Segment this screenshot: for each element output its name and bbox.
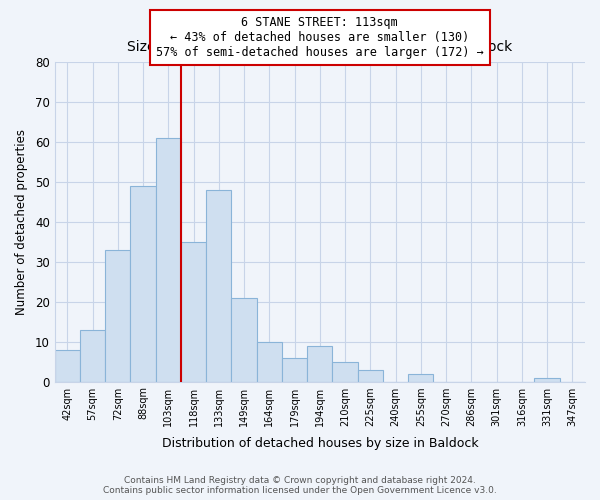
X-axis label: Distribution of detached houses by size in Baldock: Distribution of detached houses by size …: [161, 437, 478, 450]
Bar: [55, 350, 80, 382]
Bar: [282, 358, 307, 382]
Bar: [206, 190, 232, 382]
Bar: [332, 362, 358, 382]
Title: 6, STANE STREET, BALDOCK, SG7 6TS
Size of property relative to detached houses i: 6, STANE STREET, BALDOCK, SG7 6TS Size o…: [127, 24, 512, 54]
Bar: [105, 250, 130, 382]
Bar: [181, 242, 206, 382]
Text: 6 STANE STREET: 113sqm
← 43% of detached houses are smaller (130)
57% of semi-de: 6 STANE STREET: 113sqm ← 43% of detached…: [156, 16, 484, 58]
Y-axis label: Number of detached properties: Number of detached properties: [15, 128, 28, 314]
Bar: [80, 330, 105, 382]
Bar: [307, 346, 332, 382]
Text: Contains HM Land Registry data © Crown copyright and database right 2024.
Contai: Contains HM Land Registry data © Crown c…: [103, 476, 497, 495]
Bar: [535, 378, 560, 382]
Bar: [408, 374, 433, 382]
Bar: [232, 298, 257, 382]
Bar: [155, 138, 181, 382]
Bar: [130, 186, 155, 382]
Bar: [257, 342, 282, 382]
Bar: [358, 370, 383, 382]
